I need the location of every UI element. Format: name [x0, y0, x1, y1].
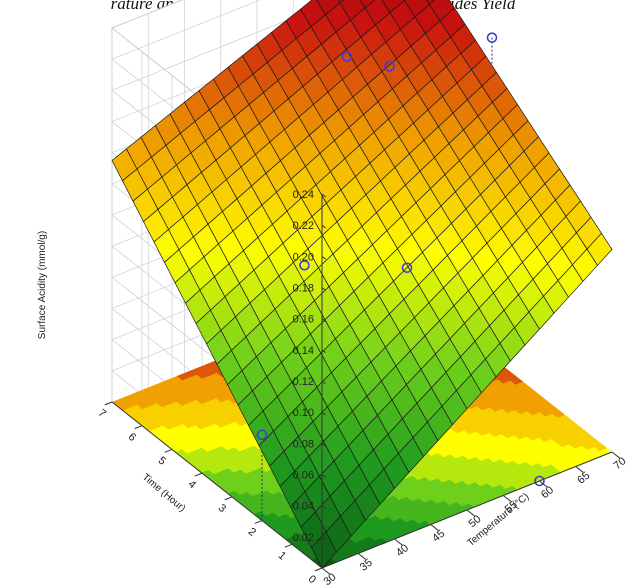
observed-point: [401, 262, 413, 274]
x-tick-mark: [321, 567, 330, 575]
x-tick-mark: [430, 524, 439, 531]
y-tick-label: 2: [246, 526, 258, 539]
x-tick-label: 60: [539, 484, 556, 501]
y-tick-label: 1: [276, 549, 288, 562]
x-tick-label: 70: [612, 455, 626, 472]
z-tick-mark: [321, 255, 326, 260]
x-tick-mark: [575, 466, 584, 473]
x-tick-label: 45: [430, 528, 447, 545]
y-axis-line: [111, 401, 323, 569]
observed-point: [534, 475, 545, 487]
x-tick-mark: [539, 480, 548, 488]
x-tick-label: 30: [322, 571, 339, 588]
z-tick-label: 0.10: [293, 407, 314, 419]
y-tick-mark: [224, 496, 233, 501]
observed-point: [486, 32, 498, 43]
observed-point: [384, 61, 395, 72]
y-tick-mark: [104, 401, 113, 406]
x-tick-label: 35: [358, 557, 375, 574]
z-tick-label: 0.24: [293, 189, 314, 201]
y-tick-label: 3: [216, 502, 228, 515]
observed-point: [341, 51, 353, 63]
y-tick-label: 0: [306, 573, 318, 586]
z-tick-label: 0.18: [293, 283, 314, 295]
y-tick-label: 4: [186, 478, 198, 491]
z-tick-label: 0.16: [293, 314, 314, 326]
x-tick-label: 65: [575, 470, 592, 487]
y-tick-mark: [284, 543, 293, 548]
y-tick-mark: [164, 448, 173, 453]
z-tick-mark: [321, 474, 326, 478]
response-surface: [111, 0, 613, 569]
observed-point: [256, 429, 268, 441]
z-axis-label: Surface Acidity (mmol/g): [37, 231, 48, 339]
observed-points: [256, 32, 545, 487]
y-tick-label: 7: [96, 407, 108, 420]
z-tick-label: 0.02: [293, 532, 314, 544]
y-tick-label: 6: [126, 431, 138, 444]
x-tick-mark: [466, 509, 475, 517]
z-tick-mark: [321, 442, 326, 447]
x-tick-mark: [357, 553, 367, 560]
y-tick-mark: [254, 520, 263, 524]
z-tick-mark: [321, 193, 326, 198]
x-tick-mark: [611, 451, 620, 459]
back-wall-gridline: [111, 0, 184, 29]
z-tick-label: 0.22: [293, 220, 314, 232]
y-tick-mark: [314, 567, 323, 572]
x-tick-label: 40: [394, 542, 411, 559]
z-tick-label: 0.04: [293, 501, 314, 513]
z-tick-label: 0.12: [293, 376, 314, 388]
z-tick-label: 0.06: [293, 470, 314, 482]
z-tick-label: 0.08: [293, 438, 314, 450]
z-tick-mark: [321, 536, 326, 541]
z-tick-label: 0.14: [293, 345, 314, 357]
z-tick-mark: [321, 505, 326, 509]
z-tick-mark: [321, 380, 326, 385]
y-tick-mark: [134, 425, 143, 430]
observed-point: [299, 259, 310, 271]
z-tick-mark: [321, 349, 326, 354]
z-tick-mark: [321, 224, 326, 229]
x-tick-mark: [394, 538, 403, 546]
y-axis-label: Time (Hour): [140, 472, 188, 514]
z-tick-label: 0.20: [293, 251, 314, 263]
z-tick-mark: [321, 411, 326, 416]
y-tick-label: 5: [156, 455, 168, 468]
y-tick-mark: [194, 472, 203, 477]
z-tick-mark: [321, 287, 326, 291]
z-tick-mark: [321, 318, 326, 322]
x-tick-mark: [502, 495, 512, 502]
